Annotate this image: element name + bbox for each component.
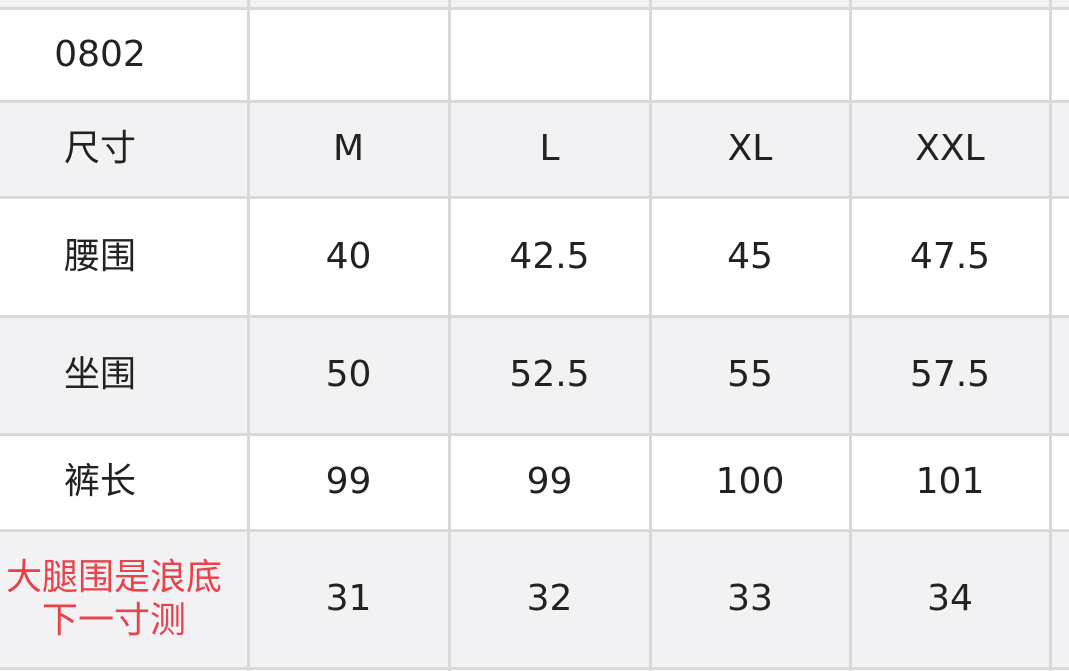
row-header: 尺寸 [63, 128, 136, 170]
grid-line [0, 315, 1069, 318]
table-cell: 100 [715, 461, 785, 503]
grid-line [0, 529, 1069, 532]
grid-line [0, 667, 1069, 670]
table-cell: 55 [727, 354, 773, 396]
table-cell: 50 [325, 354, 372, 396]
table-cell: L [539, 128, 560, 170]
row-background [0, 8, 1069, 101]
table-cell: 34 [927, 578, 973, 620]
table-cell: 47.5 [909, 235, 991, 277]
row-header: 0802 [54, 33, 146, 75]
table-cell: M [332, 128, 365, 170]
row-header: 裤长 [63, 461, 136, 503]
grid-line [0, 100, 1069, 103]
grid-line [0, 433, 1069, 436]
row-background [0, 434, 1069, 530]
grid-line [247, 0, 250, 671]
table-cell: XL [727, 128, 773, 170]
row-header: 腰围 [63, 235, 136, 277]
table-cell: 57.5 [909, 354, 991, 396]
row-background [0, 316, 1069, 434]
row-header: 坐围 [63, 354, 136, 396]
row-background [0, 197, 1069, 316]
table-cell: 32 [526, 578, 573, 620]
row-background [0, 101, 1069, 197]
grid-line [448, 0, 451, 671]
table-cell: 40 [325, 235, 372, 277]
table-cell: XXL [915, 128, 985, 170]
table-cell: 99 [526, 461, 573, 503]
row-background [0, 0, 1069, 8]
grid-line [0, 7, 1069, 10]
table-cell: 31 [325, 578, 372, 620]
note-cell: 大腿围是浪底下一寸测 [5, 556, 222, 641]
grid-line [0, 196, 1069, 199]
table-cell: 45 [727, 235, 773, 277]
table-cell: 52.5 [509, 354, 590, 396]
grid-line [849, 0, 852, 671]
table-cell: 42.5 [509, 235, 590, 277]
table-cell: 33 [727, 578, 773, 620]
table-cell: 99 [325, 461, 372, 503]
row-background [0, 530, 1069, 668]
grid-line [1049, 0, 1052, 671]
grid-line [649, 0, 652, 671]
table-cell: 101 [915, 461, 985, 503]
